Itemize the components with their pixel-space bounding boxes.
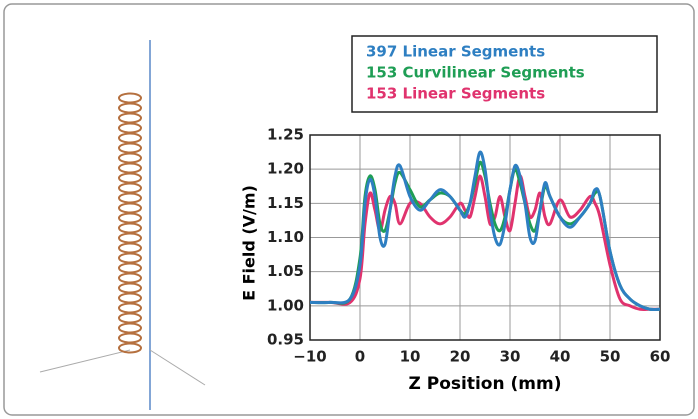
x-tick-label: 10 <box>400 348 421 366</box>
y-tick-label: 1.05 <box>267 262 304 280</box>
x-tick-label: 0 <box>355 348 365 366</box>
y-tick-label: 1.10 <box>267 228 304 246</box>
figure: E Field (V/m) Z Position (mm) 0.95 1.00 1.… <box>0 0 698 419</box>
x-tick-label: 40 <box>550 348 571 366</box>
legend-label: 153 Linear Segments <box>366 85 545 103</box>
legend-label: 397 Linear Segments <box>366 43 545 61</box>
y-tick-label: 1.00 <box>267 296 304 314</box>
x-tick-label: −10 <box>293 348 326 366</box>
y-tick-label: 1.20 <box>267 160 304 178</box>
x-tick-label: 60 <box>650 348 671 366</box>
x-tick-label: 50 <box>600 348 621 366</box>
y-tick-label: 1.15 <box>267 194 304 212</box>
x-tick-label: 30 <box>500 348 521 366</box>
x-axis-label: Z Position (mm) <box>409 374 562 394</box>
legend-label: 153 Curvilinear Segments <box>366 64 585 82</box>
y-tick-label: 0.95 <box>267 331 304 349</box>
y-axis-label: E Field (V/m) <box>240 185 259 301</box>
x-tick-label: 20 <box>450 348 471 366</box>
y-tick-label: 1.25 <box>267 126 304 144</box>
